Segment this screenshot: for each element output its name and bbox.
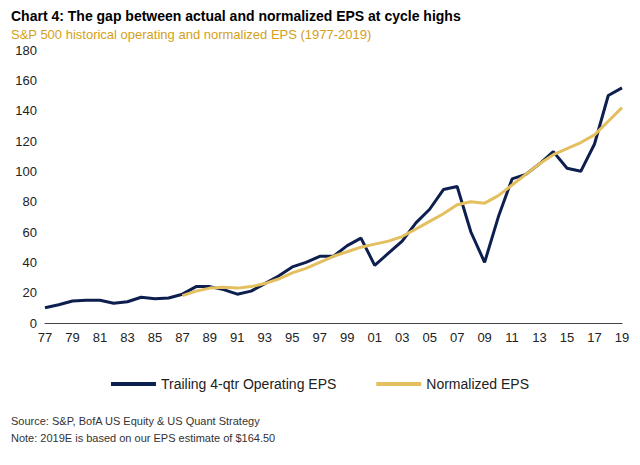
svg-text:S&P 500 historical operating a: S&P 500 historical operating and normali… bbox=[11, 27, 371, 42]
svg-text:60: 60 bbox=[23, 225, 37, 240]
svg-text:Trailing 4-qtr Operating EPS: Trailing 4-qtr Operating EPS bbox=[161, 376, 336, 392]
svg-text:180: 180 bbox=[15, 43, 37, 58]
svg-text:140: 140 bbox=[15, 103, 37, 118]
svg-text:13: 13 bbox=[532, 330, 546, 345]
svg-text:120: 120 bbox=[15, 134, 37, 149]
svg-text:89: 89 bbox=[203, 330, 217, 345]
svg-text:87: 87 bbox=[175, 330, 189, 345]
svg-text:83: 83 bbox=[120, 330, 134, 345]
svg-text:95: 95 bbox=[285, 330, 299, 345]
svg-text:97: 97 bbox=[313, 330, 327, 345]
svg-text:81: 81 bbox=[93, 330, 107, 345]
svg-text:85: 85 bbox=[148, 330, 162, 345]
svg-text:01: 01 bbox=[367, 330, 381, 345]
svg-text:99: 99 bbox=[340, 330, 354, 345]
svg-text:Note: 2019E is based on our EP: Note: 2019E is based on our EPS estimate… bbox=[11, 432, 275, 444]
svg-text:93: 93 bbox=[258, 330, 272, 345]
svg-text:Chart 4: The gap between actua: Chart 4: The gap between actual and norm… bbox=[11, 8, 461, 24]
svg-text:Source: S&P, BofA US Equity &: Source: S&P, BofA US Equity & US Quant S… bbox=[11, 415, 260, 427]
svg-text:11: 11 bbox=[505, 330, 519, 345]
svg-text:100: 100 bbox=[15, 164, 37, 179]
svg-text:79: 79 bbox=[65, 330, 79, 345]
svg-text:160: 160 bbox=[15, 73, 37, 88]
svg-text:15: 15 bbox=[560, 330, 574, 345]
svg-text:03: 03 bbox=[395, 330, 409, 345]
svg-text:40: 40 bbox=[23, 255, 37, 270]
svg-text:19: 19 bbox=[615, 330, 629, 345]
svg-text:91: 91 bbox=[230, 330, 244, 345]
svg-text:Normalized EPS: Normalized EPS bbox=[426, 376, 529, 392]
svg-text:07: 07 bbox=[450, 330, 464, 345]
svg-text:17: 17 bbox=[587, 330, 601, 345]
svg-text:0: 0 bbox=[30, 316, 37, 331]
svg-text:20: 20 bbox=[23, 285, 37, 300]
svg-text:05: 05 bbox=[422, 330, 436, 345]
svg-text:80: 80 bbox=[23, 194, 37, 209]
svg-text:09: 09 bbox=[477, 330, 491, 345]
svg-text:77: 77 bbox=[38, 330, 52, 345]
